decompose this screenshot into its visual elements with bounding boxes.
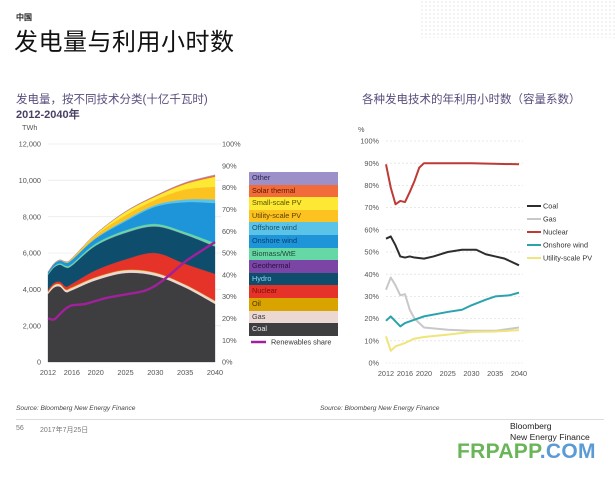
right-y-tick-label: 10% (364, 336, 379, 345)
left-y2-tick-label: 40% (222, 270, 237, 279)
right-y-tick-label: 30% (364, 292, 379, 301)
left-y2-tick-label: 100% (222, 140, 241, 149)
left-x-tick-label: 2012 (40, 368, 56, 377)
footer-divider (16, 419, 604, 420)
left-y2-tick-label: 60% (222, 227, 237, 236)
watermark: FRPAPP.COM (457, 440, 596, 464)
left-x-tick-label: 2035 (177, 368, 193, 377)
legend-item-coal: Coal (249, 323, 338, 336)
area-other (47, 174, 216, 273)
legend-label-onshore-wind: Onshore wind (543, 241, 588, 250)
legend-item-gas: Gas (249, 310, 338, 324)
right-chart-title: 各种发电技术的年利用小时数（容量系数） (362, 94, 581, 106)
line-onshore-wind (385, 291, 520, 328)
legend-item-utility-scale-pv: Utility-scale PV (249, 209, 338, 223)
generation-stacked-area-chart: TWh 0 2,000 4,000 6,000 8,000 10,000 12,000 0% 10… (19, 123, 242, 377)
watermark-part-1: FRPAPP (457, 440, 540, 463)
left-y-tick-label: 2,000 (23, 321, 41, 330)
watermark-part-2: .COM (539, 440, 596, 463)
left-y2-tick-label: 80% (222, 183, 237, 192)
left-y2-tick-label: 20% (222, 314, 237, 323)
legend-item-hydro: Hydro (249, 272, 338, 286)
left-x-tick-label: 2020 (88, 368, 104, 377)
right-y-tick-label: 70% (364, 203, 379, 212)
left-y2-tick-label: 30% (222, 292, 237, 301)
renewables-share-legend-label: Renewables share (271, 338, 331, 347)
left-x-tick-label: 2030 (147, 368, 163, 377)
right-x-tick-label: 2035 (487, 369, 503, 378)
left-y2-tick-label: 70% (222, 205, 237, 214)
right-y-tick-label: 80% (364, 181, 379, 190)
generation-legend: Other Solar thermal Small-scale PV Utility-… (249, 172, 338, 336)
legend-item-biomass-wte: Biomass/WtE (249, 247, 338, 261)
renewables-share-line (47, 241, 216, 321)
left-y2-tick-label: 90% (222, 161, 237, 170)
right-x-tick-label: 2040 (511, 369, 527, 378)
region-label: 中国 (16, 13, 32, 22)
source-note-right: Source: Bloomberg New Energy Finance (320, 405, 440, 412)
decorative-dot-pattern (420, 0, 615, 38)
left-y2-tick-label: 10% (222, 336, 237, 345)
right-x-tick-label: 2025 (440, 369, 456, 378)
left-y2-tick-label: 50% (222, 249, 237, 258)
right-x-tick-label: 2020 (416, 369, 432, 378)
right-y-axis-unit: % (358, 125, 365, 134)
right-y-tick-label: 0% (368, 359, 379, 368)
left-y-tick-label: 4,000 (23, 285, 41, 294)
right-y-tick-label: 20% (364, 314, 379, 323)
right-y-tick-label: 60% (364, 225, 379, 234)
right-y-tick-label: 90% (364, 159, 379, 168)
footer-date: 2017年7月25日 (40, 427, 89, 434)
legend-item-solar-thermal: Solar thermal (249, 184, 338, 198)
page-number: 56 (16, 425, 24, 432)
line-gas (385, 276, 520, 332)
legend-item-small-scale-pv: Small-scale PV (249, 197, 338, 210)
left-chart-title: 发电量，按不同技术分类(十亿千瓦时) (16, 94, 208, 106)
left-y-tick-label: 6,000 (23, 249, 41, 258)
legend-label-gas: Gas (543, 215, 557, 224)
source-note-left: Source: Bloomberg New Energy Finance (16, 405, 136, 412)
left-y-axis-unit: TWh (22, 123, 37, 132)
capacity-factor-line-chart: 0%10%20%30%40%50%60%70%80%90%100%%2012 20… (358, 125, 592, 378)
legend-item-oil: Oil (249, 297, 338, 311)
right-y-tick-label: 100% (360, 137, 379, 146)
right-x-tick-label: 2012 (378, 369, 394, 378)
legend-label-coal: Coal (543, 202, 558, 211)
brand-line-2: New Energy Finance (510, 432, 590, 442)
left-y-tick-label: 0 (37, 358, 41, 367)
right-y-tick-label: 50% (364, 248, 379, 257)
right-x-tick-label: 2016 (397, 369, 413, 378)
legend-label-utility-scale-pv: Utility-scale PV (543, 254, 592, 263)
legend-item-other: Other (249, 172, 338, 185)
right-y-tick-label: 40% (364, 270, 379, 279)
left-x-tick-label: 2025 (117, 368, 133, 377)
left-chart-subtitle: 2012-2040年 (16, 109, 80, 121)
left-y2-tick-label: 0% (222, 358, 233, 367)
left-x-tick-label: 2016 (64, 368, 80, 377)
legend-item-nuclear: Nuclear (249, 285, 338, 298)
legend-item-geothermal: Geothermal (249, 260, 338, 273)
page-title: 发电量与利用小时数 (14, 29, 235, 56)
left-y-tick-label: 10,000 (19, 176, 41, 185)
left-x-tick-label: 2040 (207, 368, 223, 377)
line-nuclear (385, 162, 520, 206)
legend-item-offshore-wind: Offshore wind (249, 222, 338, 235)
left-y-tick-label: 8,000 (23, 212, 41, 221)
right-x-tick-label: 2030 (463, 369, 479, 378)
renewables-share-legend: Renewables share (251, 338, 331, 347)
brand-line-1: Bloomberg (510, 421, 552, 431)
legend-label-nuclear: Nuclear (543, 228, 569, 237)
legend-item-onshore-wind: Onshore wind (249, 234, 338, 248)
line-coal (385, 235, 520, 267)
line-utility-scale-pv (385, 329, 520, 352)
left-y-tick-label: 12,000 (19, 140, 41, 149)
